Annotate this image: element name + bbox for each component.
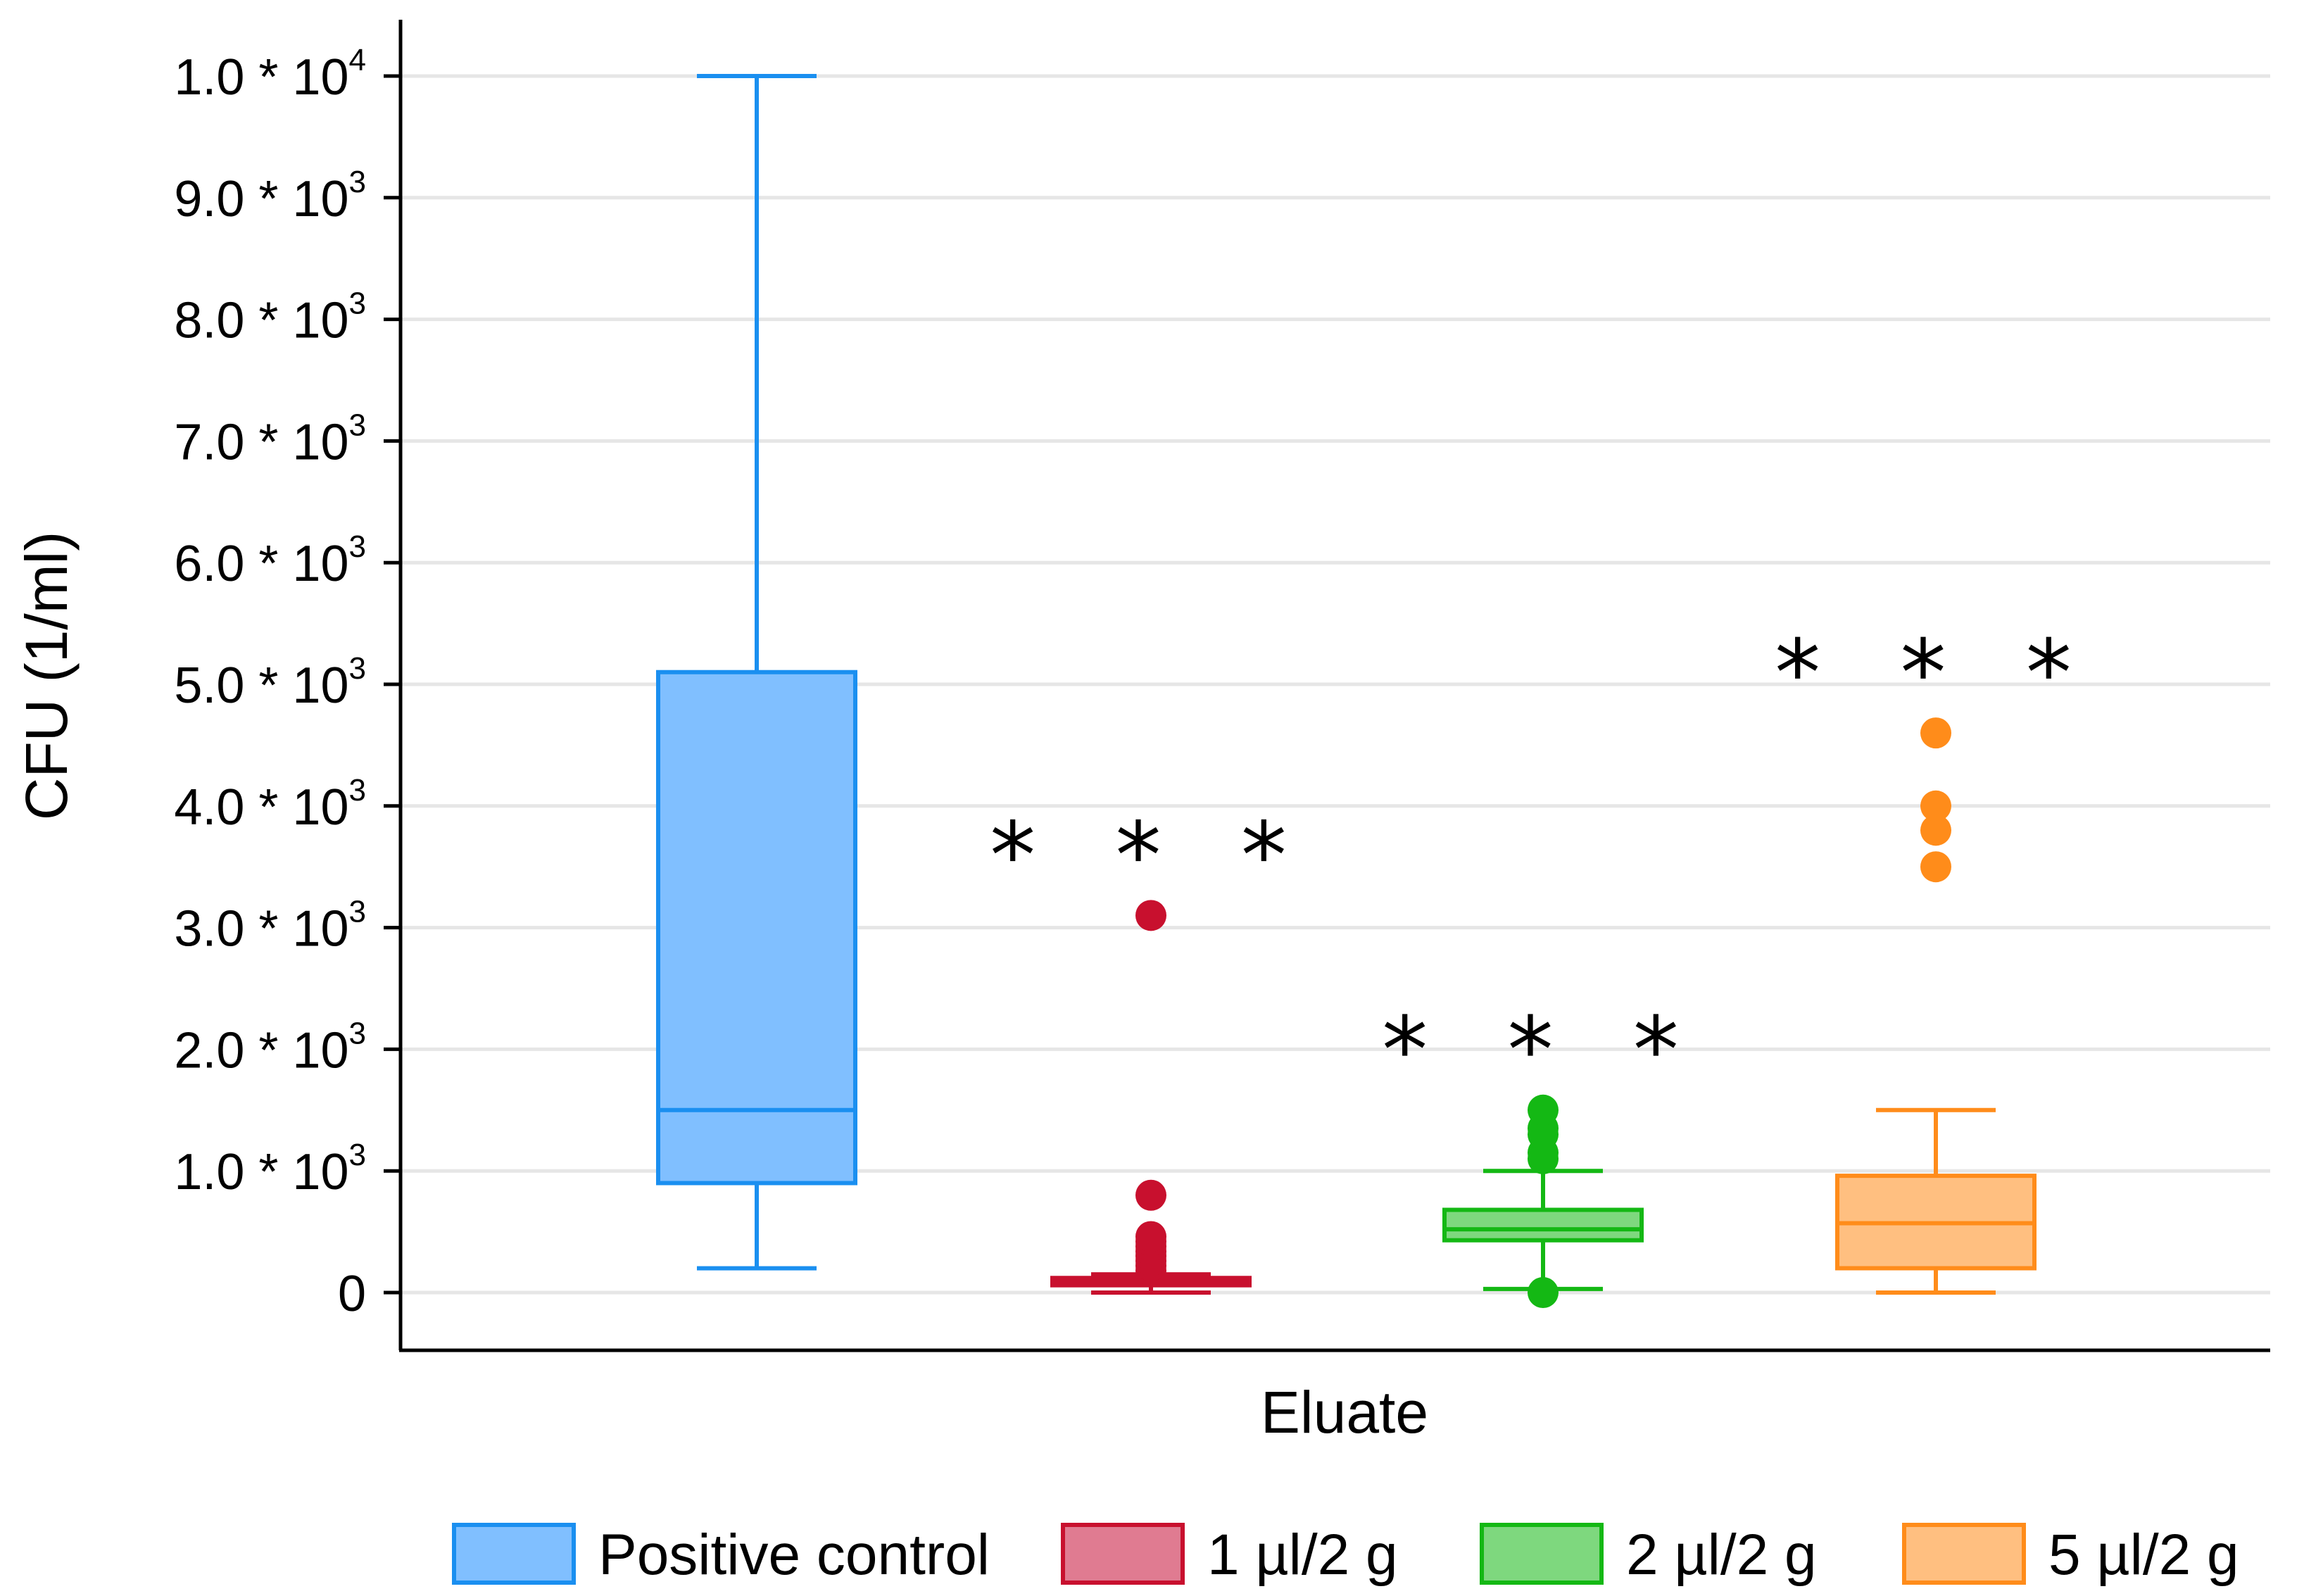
- legend-label-2: 2 µl/2 g: [1626, 1523, 1817, 1587]
- legend-label-0: Positive control: [598, 1523, 990, 1587]
- outlier-3-0: [1920, 851, 1951, 883]
- box-iqr-2: [1442, 1207, 1644, 1243]
- y-axis-title: CFU (1/ml): [13, 532, 80, 821]
- significance-marker-1: * * *: [990, 802, 1312, 909]
- legend-label-1: 1 µl/2 g: [1207, 1523, 1398, 1587]
- legend: Positive control 1 µl/2 g 2 µl/2 g 5 µl/2 g: [452, 1523, 2239, 1587]
- legend-swatch-3: [1902, 1523, 2026, 1585]
- outlier-1-7: [1135, 1221, 1166, 1252]
- y-tick-label-3: 3.0 * 103: [174, 895, 366, 957]
- box-group-0: [656, 74, 857, 1271]
- outlier-2-5: [1528, 1094, 1559, 1126]
- y-tick-label-6: 6.0 * 103: [174, 529, 366, 592]
- legend-label-3: 5 µl/2 g: [2048, 1523, 2239, 1587]
- outlier-2-0: [1528, 1277, 1559, 1308]
- outlier-3-3: [1920, 717, 1951, 749]
- box-iqr-0: [656, 670, 857, 1186]
- significance-marker-3: * * *: [1775, 620, 2097, 727]
- y-tick-label-4: 4.0 * 103: [174, 773, 366, 836]
- y-tick-label-5: 5.0 * 103: [174, 651, 366, 714]
- y-tick-label-0: 0: [338, 1266, 366, 1322]
- legend-swatch-0: [452, 1523, 576, 1585]
- box-plot-area: * * * * * * * * *: [656, 74, 2097, 1308]
- x-axis-title: Eluate: [1261, 1379, 1428, 1445]
- outlier-3-2: [1920, 790, 1951, 822]
- outlier-1-9: [1135, 900, 1166, 931]
- box-group-3: * * *: [1775, 620, 2097, 1295]
- y-tick-label-8: 8.0 * 103: [174, 287, 366, 349]
- significance-marker-2: * * *: [1382, 997, 1704, 1104]
- y-tick-label-10: 1.0 * 104: [174, 43, 366, 106]
- legend-swatch-1: [1061, 1523, 1185, 1585]
- y-tick-label-7: 7.0 * 103: [174, 408, 366, 470]
- box-group-2: * * *: [1382, 997, 1704, 1308]
- y-tick-label-9: 9.0 * 103: [174, 165, 366, 227]
- outlier-1-8: [1135, 1179, 1166, 1211]
- outlier-3-1: [1920, 815, 1951, 846]
- legend-swatch-2: [1480, 1523, 1604, 1585]
- y-tick-label-1: 1.0 * 103: [174, 1138, 366, 1200]
- box-group-1: * * *: [990, 802, 1312, 1295]
- y-tick-labels: 0 1.0 * 103 2.0 * 103 3.0 * 103 4.0 * 103 5.0…: [174, 43, 401, 1322]
- y-tick-label-2: 2.0 * 103: [174, 1016, 366, 1079]
